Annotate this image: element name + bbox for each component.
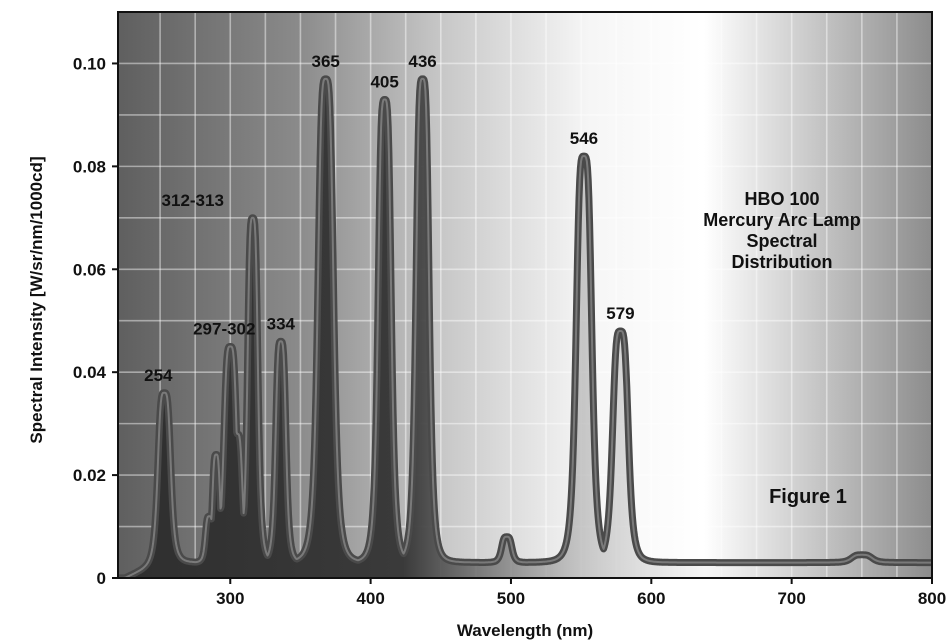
peak-label: 365: [312, 52, 340, 71]
peak-label: 254: [144, 366, 173, 385]
figure-label: Figure 1: [769, 486, 847, 508]
x-tick-label: 500: [497, 589, 525, 608]
y-tick-label: 0.02: [73, 466, 106, 485]
x-tick-label: 600: [637, 589, 665, 608]
y-axis: 0 0.02 0.04 0.06 0.08 0.10: [73, 54, 118, 588]
x-tick-label: 300: [216, 589, 244, 608]
annotation-line-3: Spectral: [746, 231, 817, 251]
y-tick-label: 0.04: [73, 363, 107, 382]
peak-label: 546: [570, 129, 598, 148]
x-axis-title: Wavelength (nm): [457, 621, 593, 640]
y-tick-label: 0.08: [73, 157, 106, 176]
y-axis-title: Spectral Intensity [W/sr/nm/1000cd]: [27, 156, 46, 443]
y-tick-label: 0.10: [73, 54, 106, 73]
peak-labels: 254 297-302 312-313 334 365 405 436 546 579: [144, 52, 634, 385]
grid-lines: [118, 11, 932, 578]
chart-annotation: HBO 100 Mercury Arc Lamp Spectral Distri…: [703, 189, 860, 272]
peak-label: 579: [606, 304, 634, 323]
y-tick-label: 0: [97, 569, 106, 588]
annotation-line-4: Distribution: [732, 252, 833, 272]
spectrum-curve-highlight: [118, 77, 932, 578]
peak-label: 405: [370, 72, 398, 91]
annotation-line-1: HBO 100: [744, 189, 819, 209]
y-tick-label: 0.06: [73, 260, 106, 279]
x-tick-label: 800: [918, 589, 946, 608]
peak-label: 334: [267, 314, 296, 333]
x-axis: 300 400 500 600 700 800: [216, 578, 946, 608]
x-tick-label: 400: [356, 589, 384, 608]
annotation-line-2: Mercury Arc Lamp: [703, 210, 860, 230]
peak-label: 436: [408, 52, 436, 71]
x-tick-label: 700: [777, 589, 805, 608]
peak-label: 312-313: [162, 191, 224, 210]
plot-frame: [117, 11, 933, 579]
peak-label: 297-302: [193, 319, 255, 338]
